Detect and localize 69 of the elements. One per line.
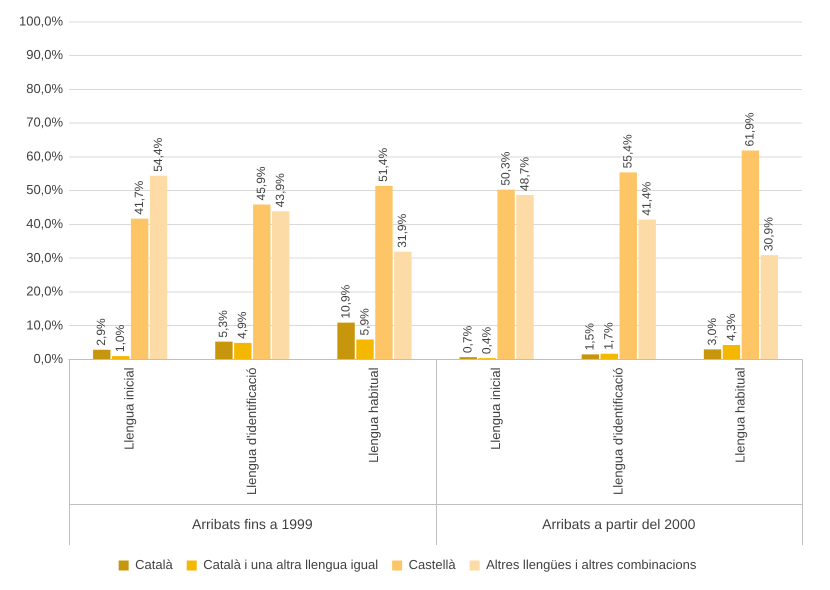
y-tick-label: 50,0% [26, 182, 64, 198]
bar [375, 186, 393, 359]
data-label: 0,4% [479, 326, 494, 354]
legend-label: Altres llengües i altres combinacions [486, 557, 697, 572]
data-label: 51,4% [376, 148, 390, 182]
data-label: 1,7% [602, 322, 616, 350]
bar [742, 150, 760, 359]
data-label: 1,0% [113, 324, 128, 352]
x-tick-label: Llengua d'identificació [610, 367, 626, 496]
data-label: 10,9% [338, 284, 352, 319]
y-tick-label: 20,0% [26, 284, 64, 299]
y-tick-label: 60,0% [26, 148, 64, 164]
data-label: 48,7% [517, 156, 532, 192]
data-label: 4,9% [235, 311, 250, 339]
x-tick-label: Llengua inicial [488, 367, 504, 450]
x-tick-label: Llengua habitual [366, 367, 382, 463]
data-label: 5,9% [357, 308, 372, 336]
bar [215, 342, 233, 359]
data-label: 31,9% [395, 213, 410, 248]
bar [600, 354, 618, 359]
bar [337, 322, 355, 359]
text: Arribats a partir del 2000 [542, 516, 696, 532]
text: Arribats fins a 1999 [192, 516, 313, 532]
data-label: 1,5% [582, 322, 597, 350]
data-label: 4,3% [724, 313, 738, 341]
bar [112, 356, 130, 359]
bar [394, 252, 412, 359]
bar [130, 218, 148, 359]
bar [272, 211, 290, 359]
x-tick-label: Llengua habitual [732, 367, 748, 463]
bar [582, 354, 600, 359]
y-tick-label: 30,0% [26, 250, 64, 265]
legend-label: Castellà [408, 557, 456, 572]
bar [704, 349, 722, 359]
bar [638, 220, 656, 359]
y-tick-label: 90,0% [26, 47, 64, 62]
data-label: 5,3% [216, 310, 230, 338]
x-tick-label: Llengua inicial [122, 367, 137, 450]
y-tick-label: 10,0% [26, 317, 64, 332]
data-label: 50,3% [498, 151, 512, 186]
data-label: 0,7% [460, 325, 475, 354]
data-label: 3,0% [704, 318, 719, 346]
data-label: 41,7% [132, 180, 146, 215]
y-tick-label: 70,0% [26, 114, 64, 130]
y-tick-label: 40,0% [26, 216, 64, 231]
legend-label: Català i una altra llengua igual [203, 557, 378, 572]
bar [150, 176, 168, 359]
bar [253, 204, 270, 359]
bar [497, 190, 515, 359]
bar [356, 340, 374, 359]
data-label: 30,9% [762, 216, 776, 252]
y-tick-label: 80,0% [26, 80, 64, 96]
data-label: 43,9% [273, 172, 288, 208]
data-label: 41,4% [639, 181, 654, 216]
data-label: 61,9% [742, 112, 757, 146]
bar [722, 344, 740, 359]
bar [93, 350, 110, 359]
bar [760, 255, 778, 359]
legend-label: Català [135, 557, 174, 572]
y-tick-label: 100,0% [18, 13, 64, 28]
data-label: 54,4% [150, 137, 165, 172]
data-label: 55,4% [620, 134, 635, 168]
bar [620, 172, 637, 359]
x-tick-label: Llengua d'identificació [244, 367, 259, 496]
bar [234, 342, 252, 359]
bar [516, 195, 534, 359]
y-tick-label: 0,0% [33, 351, 64, 366]
data-label: 2,9% [94, 318, 108, 346]
data-label: 45,9% [254, 166, 268, 200]
